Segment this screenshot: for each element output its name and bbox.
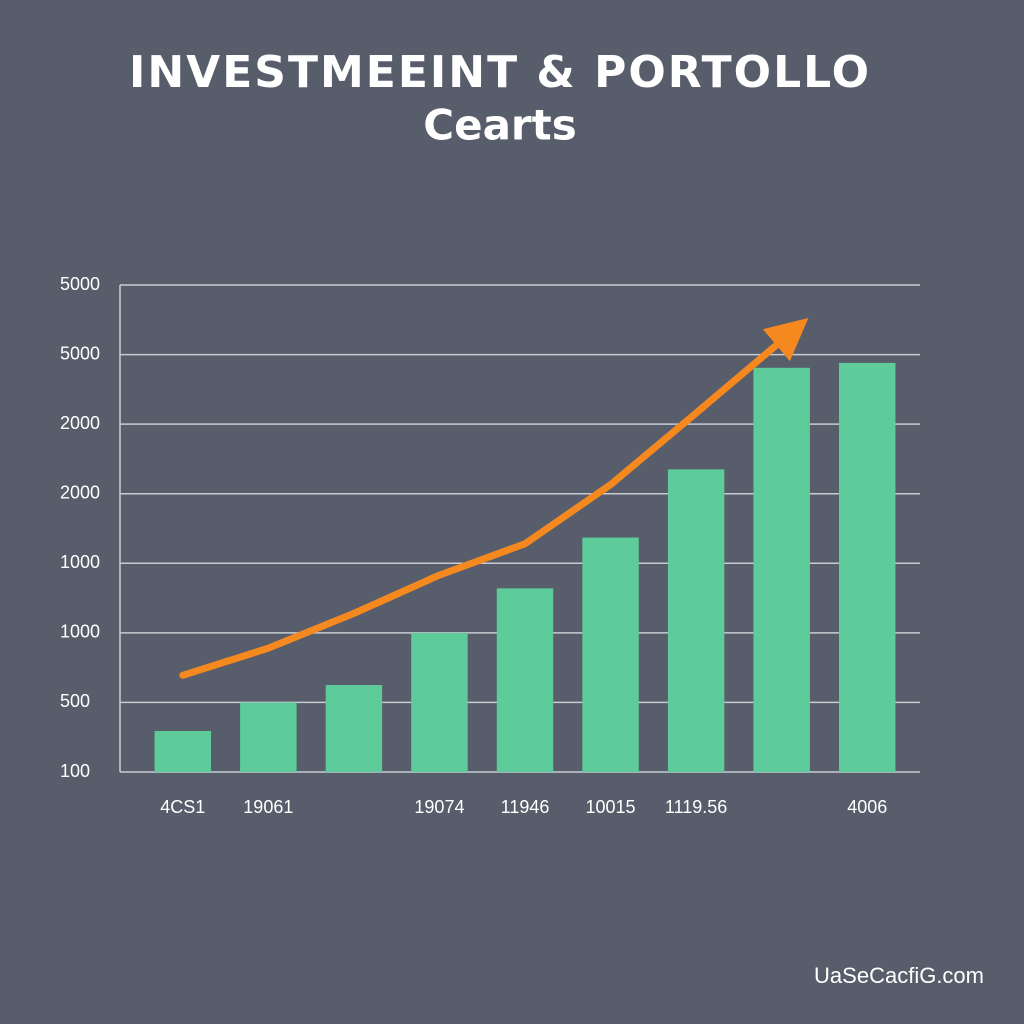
y-tick-label: 2000 <box>60 482 100 502</box>
bar <box>240 702 297 772</box>
x-tick-label: 4006 <box>847 797 887 817</box>
x-tick-label: 1119.56 <box>665 797 727 817</box>
y-tick-label: 100 <box>60 761 90 781</box>
y-tick-label: 5000 <box>60 343 100 363</box>
x-tick-label: 19074 <box>414 797 464 817</box>
trend-line <box>179 318 809 679</box>
chart-subtitle: Cearts <box>423 101 576 150</box>
bar <box>154 730 212 772</box>
x-tick-label: 4CS1 <box>160 797 205 817</box>
y-tick-label: 5000 <box>60 274 100 294</box>
bar <box>411 632 468 772</box>
bar <box>667 469 725 772</box>
chart-title: INVESTMEEINT & PORTOLLO <box>129 47 871 98</box>
y-tick-label: 500 <box>60 691 90 711</box>
x-tick-label: 11946 <box>501 797 550 817</box>
y-tick-label: 2000 <box>60 413 100 433</box>
bar <box>496 588 554 772</box>
x-tick-label: 10015 <box>586 797 636 817</box>
watermark: UaSeCacfiG.com <box>814 963 984 988</box>
y-tick-label: 1000 <box>60 552 100 572</box>
bar <box>325 685 383 772</box>
y-tick-label: 1000 <box>60 622 100 642</box>
x-tick-label: 19061 <box>243 797 293 817</box>
bar <box>582 537 639 772</box>
bar <box>753 367 810 772</box>
bar <box>838 362 896 772</box>
